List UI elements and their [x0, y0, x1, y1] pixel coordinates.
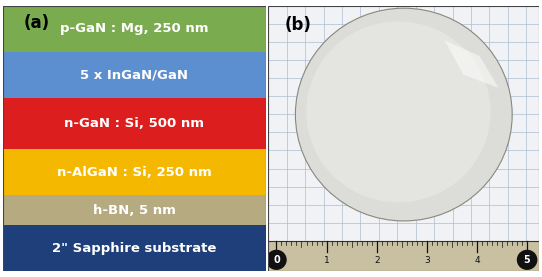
Text: (b): (b): [285, 16, 312, 34]
Bar: [3, 225, 266, 271]
Bar: [3, 149, 266, 195]
Text: n-AlGaN : Si, 250 nm: n-AlGaN : Si, 250 nm: [57, 166, 211, 179]
Circle shape: [517, 250, 538, 270]
Text: p-GaN : Mg, 250 nm: p-GaN : Mg, 250 nm: [60, 22, 208, 35]
Polygon shape: [444, 40, 499, 88]
Text: n-GaN : Si, 500 nm: n-GaN : Si, 500 nm: [64, 117, 204, 130]
Bar: [3, 6, 266, 52]
Bar: [3, 98, 266, 149]
Text: 5: 5: [524, 255, 531, 265]
Text: h-BN, 5 nm: h-BN, 5 nm: [93, 204, 176, 217]
Bar: [3, 52, 266, 98]
Text: 1: 1: [324, 256, 330, 265]
Text: 2: 2: [374, 256, 379, 265]
Text: (a): (a): [24, 14, 50, 32]
Bar: [268, 241, 539, 271]
Circle shape: [306, 22, 491, 202]
Text: 0: 0: [273, 255, 280, 265]
Bar: [3, 195, 266, 225]
Text: 5 x InGaN/GaN: 5 x InGaN/GaN: [80, 68, 188, 81]
Text: 2" Sapphire substrate: 2" Sapphire substrate: [52, 242, 216, 255]
Circle shape: [295, 8, 512, 221]
Text: 4: 4: [474, 256, 480, 265]
Circle shape: [266, 250, 287, 270]
Text: 3: 3: [424, 256, 430, 265]
